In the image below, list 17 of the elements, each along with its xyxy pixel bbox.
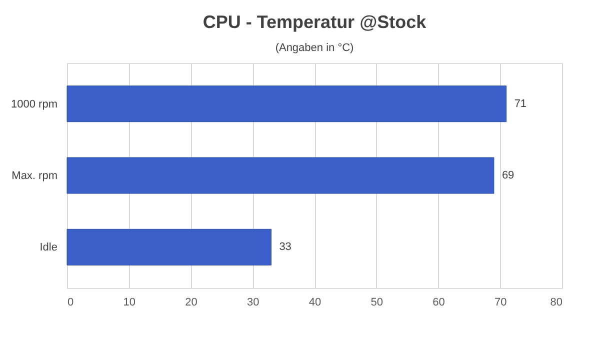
x-tick-label: 80 [550, 296, 562, 308]
y-tick-label: Idle [40, 242, 58, 254]
chart-subtitle: (Angaben in °C) [275, 42, 354, 54]
x-tick-label: 40 [308, 296, 322, 308]
x-tick-label: 20 [185, 296, 198, 308]
y-tick-label: 1000 rpm [11, 98, 58, 110]
x-tick-label: 30 [247, 296, 260, 308]
data-label: 33 [279, 241, 292, 254]
x-tick-label: 70 [494, 296, 507, 308]
data-label: 69 [502, 170, 514, 182]
chart-title: CPU - Temperatur @Stock [202, 12, 428, 32]
x-tick-label: 50 [370, 296, 383, 308]
x-tick-label: 60 [432, 296, 445, 308]
x-tick-label: 0 [68, 296, 74, 308]
data-label: 71 [514, 98, 527, 110]
x-tick-label: 10 [123, 296, 136, 308]
y-tick-label: Max. rpm [12, 170, 58, 182]
